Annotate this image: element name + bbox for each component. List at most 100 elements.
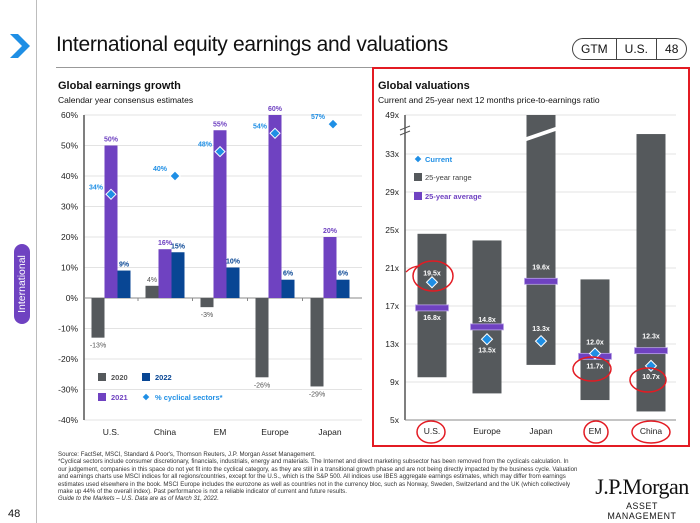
logo-sub: ASSET MANAGEMENT xyxy=(607,501,677,521)
x-tick-label: U.S. xyxy=(103,427,120,437)
chevron-right-icon xyxy=(10,34,30,58)
logo-name: J.P.Morgan xyxy=(595,474,689,499)
badge-gtm: GTM xyxy=(573,39,617,59)
data-label-2022: 6% xyxy=(338,271,349,278)
x-tick-label: EM xyxy=(214,427,227,437)
legend-label: 2021 xyxy=(111,393,128,402)
y-tick-label: 40% xyxy=(61,171,78,181)
y-tick-label: 29x xyxy=(385,187,399,197)
data-label-2022: 9% xyxy=(119,262,130,269)
axis-break-mark xyxy=(399,125,411,131)
x-tick-label: Japan xyxy=(318,427,341,437)
legend-label: 2020 xyxy=(111,373,128,382)
cyclical-marker xyxy=(169,170,181,182)
highlight-box xyxy=(372,67,690,447)
bar-2021 xyxy=(158,249,172,298)
page-title: International equity earnings and valuat… xyxy=(56,33,448,56)
average-label: 16.8x xyxy=(423,315,441,322)
current-label: 13.5x xyxy=(478,347,496,354)
average-label: 12.3x xyxy=(642,334,660,341)
current-label: 19.5x xyxy=(423,270,441,277)
y-tick-label: 20% xyxy=(61,232,78,242)
valuation-chart-subtitle: Current and 25-year next 12 months price… xyxy=(378,95,600,105)
data-label-cyclical: 48% xyxy=(198,142,213,149)
current-marker xyxy=(588,347,602,360)
y-tick-label: -20% xyxy=(58,354,78,364)
bar-2020 xyxy=(145,285,159,298)
current-label: 10.7x xyxy=(642,374,660,381)
section-rule xyxy=(56,67,372,68)
bar-2020 xyxy=(91,298,105,338)
legend-swatch xyxy=(98,393,106,401)
bar-2021 xyxy=(323,237,337,298)
bar-2020 xyxy=(310,298,324,387)
legend-label: % cyclical sectors* xyxy=(155,393,223,402)
current-marker xyxy=(425,276,439,289)
legend-diamond-icon xyxy=(141,392,151,402)
data-label-2021: 16% xyxy=(158,240,173,247)
y-tick-label: 9x xyxy=(390,377,400,387)
legend-swatch xyxy=(414,173,422,181)
average-label: 19.6x xyxy=(532,264,550,271)
average-label: 14.8x xyxy=(478,317,496,324)
y-tick-label: 49x xyxy=(385,110,399,120)
y-tick-label: 13x xyxy=(385,339,399,349)
highlight-us-label xyxy=(416,420,446,444)
badge-region: U.S. xyxy=(617,39,658,59)
x-tick-label: China xyxy=(640,426,662,436)
earnings-chart-subtitle: Calendar year consensus estimates xyxy=(58,95,194,105)
footnote-guide: Guide to the Markets – U.S. Data are as … xyxy=(58,495,219,503)
y-tick-label: 25x xyxy=(385,225,399,235)
y-tick-label: 17x xyxy=(385,301,399,311)
average-label: 11.7x xyxy=(586,363,603,370)
highlight-em-label xyxy=(583,420,609,444)
bar-break-mark xyxy=(526,127,556,141)
range-bar xyxy=(526,115,556,365)
legend-label: Current xyxy=(425,155,453,164)
legend-label: 2022 xyxy=(155,373,172,382)
data-label-2022: 15% xyxy=(171,243,186,250)
cyclical-marker xyxy=(214,145,226,158)
jpmorgan-logo: J.P.Morgan ASSET MANAGEMENT xyxy=(592,474,692,521)
current-marker xyxy=(534,334,548,348)
highlight-us-current xyxy=(412,260,454,292)
bar-2021 xyxy=(213,130,227,298)
cyclical-marker xyxy=(327,118,339,130)
bar-2022 xyxy=(281,279,295,298)
data-label-cyclical: 54% xyxy=(253,123,268,130)
y-tick-label: 33x xyxy=(385,149,399,159)
bar-2022 xyxy=(226,267,240,298)
highlight-china-label xyxy=(631,420,671,444)
data-label-cyclical: 40% xyxy=(153,166,168,173)
y-tick-label: 0% xyxy=(66,293,79,303)
x-tick-label: Japan xyxy=(529,426,552,436)
y-tick-label: 21x xyxy=(385,263,399,273)
data-label-2021: 55% xyxy=(213,121,228,128)
average-marker xyxy=(415,304,449,312)
current-label: 12.0x xyxy=(586,340,604,347)
x-tick-label: U.S. xyxy=(424,426,441,436)
y-tick-label: 60% xyxy=(61,110,78,120)
bar-2022 xyxy=(336,279,350,298)
current-marker xyxy=(480,333,494,346)
bar-2022 xyxy=(117,270,131,298)
range-bar xyxy=(472,240,502,394)
y-tick-label: 10% xyxy=(61,263,78,273)
x-tick-label: EM xyxy=(589,426,602,436)
data-label-2021: 60% xyxy=(268,106,283,113)
gtm-badge: GTM U.S. 48 xyxy=(572,38,688,60)
y-tick-label: -40% xyxy=(58,415,78,425)
section-tab[interactable]: International xyxy=(14,244,30,324)
data-label-2022: 6% xyxy=(283,271,294,278)
valuation-chart-title: Global valuations xyxy=(378,80,470,92)
legend-label: 25-year average xyxy=(425,192,482,201)
data-label-cyclical: 57% xyxy=(311,114,326,121)
data-label-2021: 20% xyxy=(323,228,338,235)
page-number: 48 xyxy=(8,508,21,520)
y-tick-label: 50% xyxy=(61,141,78,151)
x-tick-label: China xyxy=(154,427,176,437)
cyclical-marker xyxy=(269,127,281,140)
data-label-2021: 50% xyxy=(104,137,119,144)
bar-2021 xyxy=(104,145,118,298)
